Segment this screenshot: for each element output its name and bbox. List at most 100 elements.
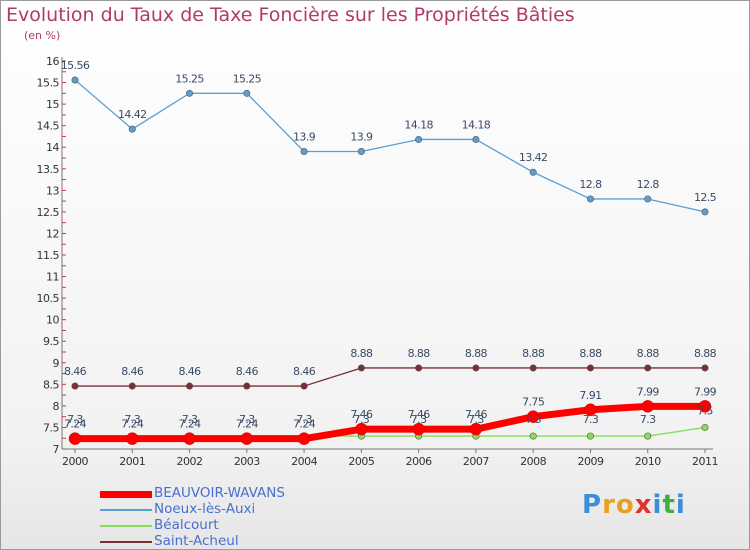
data-point xyxy=(644,195,652,203)
data-label: 8.46 xyxy=(121,365,144,378)
data-point xyxy=(529,364,537,372)
data-point xyxy=(469,422,483,436)
data-point xyxy=(644,432,652,440)
data-label: 8.88 xyxy=(637,347,660,360)
data-point xyxy=(698,400,712,413)
data-point xyxy=(415,364,423,372)
data-point xyxy=(526,410,540,423)
data-label: 7.3 xyxy=(239,413,255,426)
x-tick-label: 2001 xyxy=(119,455,145,468)
series-line xyxy=(75,402,705,443)
data-label: 7.3 xyxy=(182,413,198,426)
x-tick-label: 2006 xyxy=(406,455,432,468)
data-label: 8.88 xyxy=(408,347,431,360)
data-label: 8.46 xyxy=(236,365,259,378)
y-tick-label: 15.5 xyxy=(37,77,60,90)
data-point xyxy=(529,432,537,440)
y-tick-label: 8.5 xyxy=(43,378,59,391)
y-tick-label: 16 xyxy=(46,55,59,68)
data-label: 7.46 xyxy=(408,408,431,421)
data-label: 12.8 xyxy=(637,178,660,191)
legend-swatch xyxy=(100,525,152,527)
legend-swatch xyxy=(100,509,152,511)
legend-label: Saint-Acheul xyxy=(154,533,239,549)
data-point xyxy=(300,382,308,390)
data-label: 7.3 xyxy=(583,413,599,426)
data-label: 13.42 xyxy=(519,151,548,164)
data-label: 7.3 xyxy=(354,413,370,426)
y-tick-label: 14 xyxy=(46,141,59,154)
logo-letter: i xyxy=(675,490,686,520)
series-line xyxy=(74,79,706,213)
data-label: 13.9 xyxy=(350,131,373,144)
data-point xyxy=(128,382,136,390)
y-tick-label: 12 xyxy=(46,227,59,240)
data-point xyxy=(186,382,194,390)
data-point xyxy=(701,423,709,431)
data-point xyxy=(186,89,194,97)
y-tick-label: 12.5 xyxy=(37,206,60,219)
data-point xyxy=(415,135,423,143)
legend-label: Noeux-lès-Auxi xyxy=(154,501,256,517)
chart-title: Evolution du Taux de Taxe Foncière sur l… xyxy=(6,4,575,26)
data-point xyxy=(355,422,368,436)
chart-subtitle: (en %) xyxy=(24,29,61,42)
y-tick-label: 9.5 xyxy=(43,335,59,348)
y-tick-label: 13 xyxy=(46,184,59,197)
legend-swatch xyxy=(100,541,152,543)
data-label: 7.3 xyxy=(525,413,541,426)
data-point xyxy=(644,364,652,372)
y-tick-label: 10 xyxy=(46,314,59,327)
x-tick-label: 2008 xyxy=(520,455,546,468)
series-line xyxy=(75,367,705,387)
data-point xyxy=(240,432,254,445)
y-tick-label: 8 xyxy=(53,400,60,413)
data-label: 7.99 xyxy=(694,385,717,398)
x-tick-label: 2009 xyxy=(577,455,603,468)
data-label: 8.88 xyxy=(465,347,488,360)
legend-label: BEAUVOIR-WAVANS xyxy=(154,485,285,501)
data-point xyxy=(586,432,594,440)
x-tick-label: 2002 xyxy=(177,455,203,468)
data-label: 13.9 xyxy=(293,131,316,144)
y-tick-label: 7.5 xyxy=(43,421,59,434)
y-tick-label: 9 xyxy=(53,357,60,370)
data-point xyxy=(357,364,365,372)
data-point xyxy=(701,364,709,372)
proxiti-logo: Proxiti xyxy=(582,490,686,520)
data-label: 7.24 xyxy=(178,418,201,431)
data-point xyxy=(641,400,654,413)
data-point xyxy=(584,403,597,417)
data-point xyxy=(126,432,139,445)
data-label: 14.18 xyxy=(462,118,491,131)
data-point xyxy=(357,148,365,156)
data-point xyxy=(586,364,594,372)
data-label: 7.24 xyxy=(64,418,87,431)
data-point xyxy=(183,432,196,445)
data-label: 7.75 xyxy=(522,396,545,409)
data-label: 7.5 xyxy=(697,404,713,417)
data-label: 12.5 xyxy=(694,191,717,204)
logo-letter: t xyxy=(662,490,676,520)
x-tick-label: 2011 xyxy=(692,455,718,468)
data-point xyxy=(300,148,308,156)
data-label: 14.18 xyxy=(404,118,433,131)
x-tick-label: 2010 xyxy=(635,455,661,468)
data-label: 8.88 xyxy=(522,347,545,360)
logo-letter: o xyxy=(615,490,635,520)
data-label: 8.46 xyxy=(64,365,87,378)
data-label: 7.3 xyxy=(411,413,427,426)
data-label: 7.24 xyxy=(121,418,144,431)
data-label: 7.99 xyxy=(637,385,660,398)
y-tick-label: 7 xyxy=(53,443,60,456)
data-label: 8.88 xyxy=(579,347,602,360)
y-tick-label: 10.5 xyxy=(37,292,60,305)
data-label: 7.3 xyxy=(640,413,656,426)
data-point xyxy=(243,382,251,390)
logo-letter: i xyxy=(652,490,663,520)
data-label: 7.91 xyxy=(579,389,601,402)
data-label: 8.88 xyxy=(350,347,373,360)
y-tick-label: 11 xyxy=(46,271,59,284)
logo-letter: r xyxy=(602,490,616,520)
